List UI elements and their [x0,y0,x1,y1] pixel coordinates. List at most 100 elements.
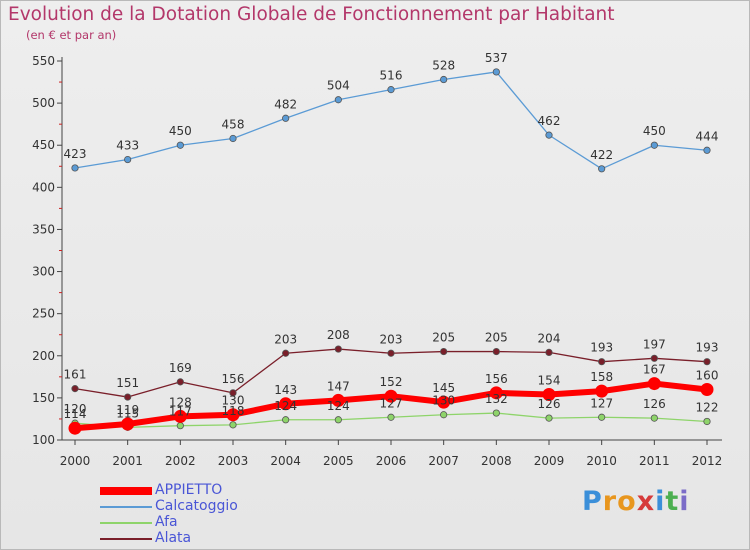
legend-label-calcatoggio: Calcatoggio [155,498,238,514]
data-label-appietto: 147 [327,379,350,393]
data-point-afa [492,409,500,417]
data-point-alata [282,349,290,357]
legend-swatch-afa [100,522,152,524]
data-point-alata [124,393,132,401]
data-label-alata: 204 [538,331,561,345]
data-point-calcatoggio [703,146,711,154]
data-label-alata: 193 [590,341,613,355]
data-label-alata: 197 [643,337,666,351]
data-label-calcatoggio: 423 [64,147,87,161]
legend-label-alata: Alata [155,530,192,546]
legend-swatch-calcatoggio [100,506,152,508]
legend-swatch-alata [100,538,152,540]
y-tick-label: 200 [32,349,55,363]
y-tick-label: 550 [32,54,55,68]
data-point-afa [440,411,448,419]
data-point-calcatoggio [176,141,184,149]
data-label-appietto: 119 [116,403,139,417]
data-point-alata [387,349,395,357]
data-point-appietto [226,408,240,422]
data-point-alata [334,345,342,353]
data-point-alata [703,358,711,366]
data-label-alata: 205 [485,331,508,345]
data-label-appietto: 167 [643,363,666,377]
data-label-calcatoggio: 458 [222,117,245,131]
x-tick-label: 2007 [428,454,459,468]
data-label-afa: 122 [696,400,719,414]
logo-letter: P [582,486,603,517]
data-label-afa: 127 [380,396,403,410]
data-point-appietto [647,377,661,391]
data-point-appietto [595,384,609,398]
data-label-calcatoggio: 482 [274,97,297,111]
y-tick-label: 100 [32,433,55,447]
data-point-alata [650,354,658,362]
logo-letter: r [602,486,618,517]
plot-area: 423 433 450 458 482 504 516 528 537 462 422 450 444 1… [64,51,719,435]
data-point-appietto [121,417,135,431]
y-tick-label: 300 [32,265,55,279]
x-tick-label: 2002 [165,454,196,468]
data-point-alata [492,347,500,356]
data-label-appietto: 156 [485,372,508,386]
data-point-afa [703,417,711,426]
y-tick-label: 350 [32,222,55,236]
x-tick-label: 2008 [481,454,512,468]
y-tick-label: 400 [32,180,55,194]
x-tick-label: 2004 [270,454,301,468]
y-tick-label: 500 [32,96,55,110]
data-point-appietto [173,409,187,423]
data-label-afa: 124 [327,399,350,413]
data-label-appietto: 160 [696,368,719,382]
data-label-calcatoggio: 537 [485,51,508,65]
data-label-calcatoggio: 433 [116,139,139,153]
data-label-calcatoggio: 422 [590,148,613,162]
data-label-afa: 130 [432,394,455,408]
axes: 100 150 200 250 300 350 400 450 500 550 2000 2001 20… [32,54,722,468]
data-point-calcatoggio [545,131,553,139]
x-tick-label: 2003 [218,454,249,468]
data-label-alata: 161 [64,368,87,382]
data-label-afa: 127 [590,396,613,410]
logo-letter: i [655,486,666,517]
data-point-appietto [489,386,503,400]
data-point-afa [598,413,606,421]
data-label-appietto: 152 [380,375,403,389]
data-point-calcatoggio [440,75,448,84]
data-label-alata: 205 [432,331,455,345]
data-point-calcatoggio [650,141,658,149]
data-label-appietto: 128 [169,395,192,409]
y-tick-label: 250 [32,307,55,321]
data-label-alata: 169 [169,361,192,375]
data-point-alata [71,385,79,393]
data-point-appietto [279,397,293,411]
proxiti-logo: Proxiti [582,486,690,517]
data-label-calcatoggio: 444 [696,129,719,143]
legend-label-afa: Afa [155,514,178,530]
data-label-alata: 208 [327,328,350,342]
data-point-calcatoggio [598,165,606,173]
chart-subtitle: (en € et par an) [26,28,117,42]
data-label-alata: 151 [116,376,139,390]
data-label-calcatoggio: 450 [643,124,666,138]
data-label-appietto: 130 [222,394,245,408]
data-label-calcatoggio: 516 [380,69,403,83]
data-point-alata [545,348,553,357]
data-point-afa [334,416,342,424]
logo-letter: t [665,486,680,517]
data-point-appietto [542,388,556,402]
data-point-afa [176,422,184,430]
x-tick-label: 2001 [112,454,143,468]
x-tick-label: 2006 [376,454,407,468]
data-label-alata: 156 [222,372,245,386]
data-label-calcatoggio: 450 [169,124,192,138]
data-label-appietto: 114 [64,407,87,421]
data-label-afa: 117 [169,405,192,419]
data-point-afa [282,416,290,424]
logo-letter: o [617,486,637,517]
data-point-alata [176,378,184,386]
data-point-alata [229,389,237,397]
legend-label-appietto: APPIETTO [155,482,223,498]
